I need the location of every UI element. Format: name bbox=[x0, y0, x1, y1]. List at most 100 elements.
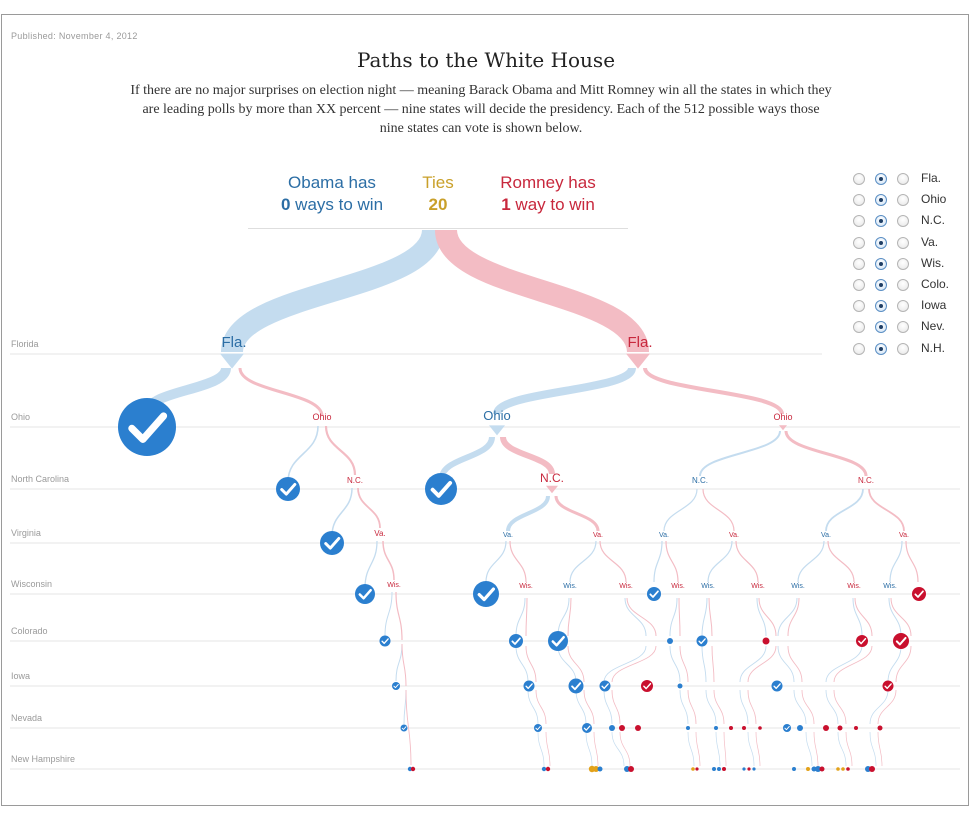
radio-undecided-nh[interactable] bbox=[875, 342, 887, 355]
radio-romney-fla[interactable] bbox=[897, 173, 909, 185]
outcome-dot bbox=[792, 767, 796, 771]
branch bbox=[678, 597, 681, 637]
radio-romney-va[interactable] bbox=[897, 236, 909, 249]
node-label-va: Va. bbox=[659, 532, 669, 539]
radio-romney-nev[interactable] bbox=[897, 321, 909, 334]
branch bbox=[715, 731, 721, 767]
outcome-dot bbox=[819, 766, 825, 772]
outcome-dot bbox=[762, 637, 770, 645]
checkmark-icon bbox=[771, 680, 783, 692]
state-toggle-label: Iowa bbox=[921, 298, 947, 313]
checkmark-icon bbox=[392, 682, 400, 690]
outcome-dot bbox=[742, 767, 746, 771]
radio-undecided-wis[interactable] bbox=[875, 257, 887, 270]
radio-undecided-iowa[interactable] bbox=[875, 300, 887, 313]
radio-romney-colo[interactable] bbox=[897, 279, 909, 291]
branch bbox=[739, 645, 767, 683]
branch bbox=[439, 436, 495, 479]
state-row-labels: Florida Ohio North Carolina Virginia Wiscons… bbox=[11, 339, 75, 764]
node-label-va: Va. bbox=[593, 532, 603, 539]
published-date: Published: November 4, 2012 bbox=[11, 31, 138, 41]
outcome-dot bbox=[714, 726, 718, 730]
radio-obama-ohio[interactable] bbox=[853, 194, 865, 207]
branch bbox=[708, 597, 713, 637]
branch bbox=[787, 645, 803, 683]
checkmark-icon bbox=[568, 678, 584, 694]
radio-undecided-nc[interactable] bbox=[875, 215, 887, 228]
branch bbox=[569, 540, 597, 583]
branch bbox=[557, 645, 577, 683]
radio-obama-iowa[interactable] bbox=[853, 300, 865, 313]
branch bbox=[500, 436, 555, 475]
checkmark-icon bbox=[400, 724, 408, 732]
row-label: Colorado bbox=[11, 626, 48, 636]
branch bbox=[653, 540, 663, 583]
branch bbox=[603, 645, 647, 683]
radio-romney-nh[interactable] bbox=[897, 342, 909, 355]
branch bbox=[705, 689, 717, 725]
radio-romney-ohio[interactable] bbox=[897, 194, 909, 207]
branch bbox=[699, 430, 781, 477]
node-label-ohio-c: Ohio bbox=[773, 412, 792, 422]
state-toggle-label: Colo. bbox=[921, 277, 950, 291]
branch bbox=[713, 689, 725, 725]
branch bbox=[593, 731, 599, 767]
branch bbox=[643, 367, 784, 415]
checkmark-icon bbox=[118, 398, 176, 456]
branch bbox=[357, 487, 381, 529]
radio-romney-wis[interactable] bbox=[897, 257, 909, 270]
outcome-dot bbox=[722, 767, 726, 771]
radio-obama-nc[interactable] bbox=[853, 215, 865, 228]
radio-obama-nev[interactable] bbox=[853, 321, 865, 334]
checkmark-icon bbox=[647, 587, 661, 601]
outcome-dot bbox=[877, 725, 883, 731]
node-arrow bbox=[546, 485, 558, 494]
checkmark-icon bbox=[641, 680, 653, 692]
radio-undecided-fla[interactable] bbox=[875, 173, 887, 185]
branch bbox=[701, 645, 707, 683]
branch bbox=[877, 689, 897, 725]
outcome-dot bbox=[712, 767, 716, 771]
checkmark-icon bbox=[276, 477, 300, 501]
radio-romney-iowa[interactable] bbox=[897, 300, 909, 313]
radio-undecided-colo[interactable] bbox=[875, 279, 887, 291]
radio-obama-nh[interactable] bbox=[853, 342, 865, 355]
radio-obama-fla[interactable] bbox=[853, 173, 865, 185]
branch bbox=[669, 597, 678, 637]
radio-obama-colo[interactable] bbox=[853, 279, 865, 291]
radio-romney-nc[interactable] bbox=[897, 215, 909, 228]
radio-undecided-ohio[interactable] bbox=[875, 194, 887, 207]
branch bbox=[583, 689, 595, 725]
branch bbox=[877, 731, 883, 767]
branch bbox=[364, 540, 378, 589]
radio-undecided-va[interactable] bbox=[875, 236, 887, 249]
outcome-dot bbox=[619, 725, 625, 731]
outcome-dot bbox=[541, 766, 547, 772]
state-toggle-row: Nev. bbox=[853, 318, 965, 336]
outcome-dot bbox=[747, 767, 751, 771]
branch bbox=[515, 597, 526, 637]
outcome-dot bbox=[742, 726, 746, 730]
radio-obama-wis[interactable] bbox=[853, 257, 865, 270]
checkmark-icon bbox=[882, 680, 894, 692]
radio-undecided-nev[interactable] bbox=[875, 321, 887, 334]
node-label-ohio: Ohio bbox=[312, 412, 331, 422]
branch bbox=[702, 488, 735, 532]
branch bbox=[535, 689, 547, 725]
branch bbox=[395, 591, 403, 641]
outcome-dot bbox=[691, 767, 695, 771]
branch bbox=[887, 645, 902, 683]
branch bbox=[711, 645, 715, 683]
state-toggle-row: Fla. bbox=[853, 170, 965, 188]
checkmark-icon bbox=[379, 635, 391, 647]
branch bbox=[777, 645, 795, 683]
tree-node-markers bbox=[220, 353, 787, 494]
branch bbox=[405, 689, 412, 766]
branch bbox=[801, 689, 815, 725]
intro-text: If there are no major surprises on elect… bbox=[130, 83, 832, 136]
radio-obama-va[interactable] bbox=[853, 236, 865, 249]
branch bbox=[707, 540, 733, 583]
romney-ways-line: 1 way to win bbox=[478, 194, 618, 216]
romney-suffix: way to win bbox=[510, 195, 595, 214]
branch bbox=[747, 645, 777, 683]
